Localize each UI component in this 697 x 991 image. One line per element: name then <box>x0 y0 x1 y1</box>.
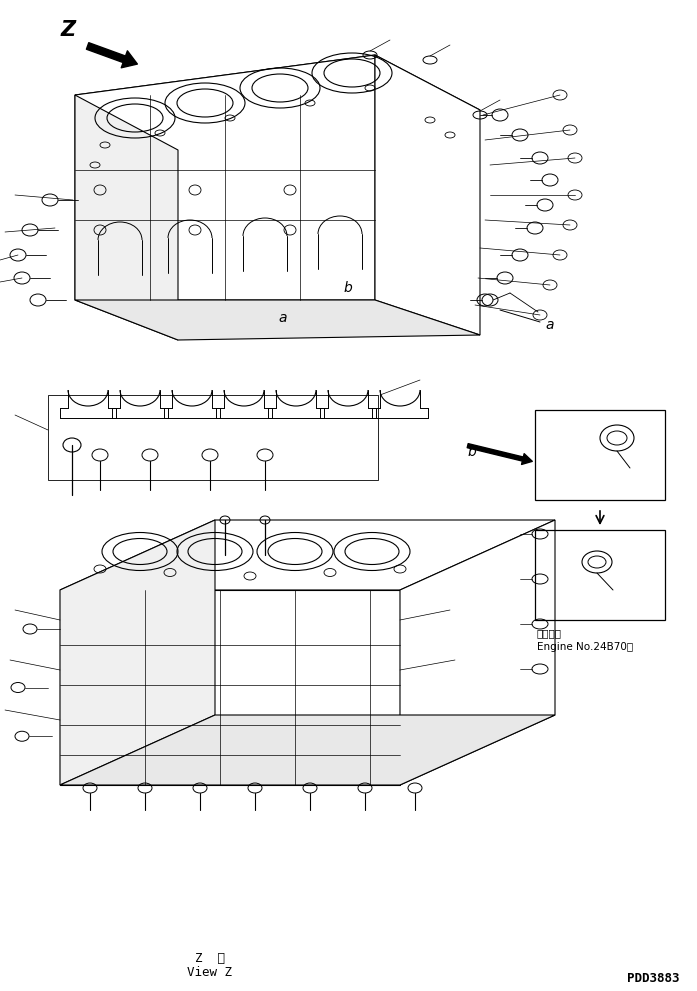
Text: Z  視: Z 視 <box>195 951 225 964</box>
Text: Engine No.24B70～: Engine No.24B70～ <box>537 642 633 652</box>
Polygon shape <box>75 55 375 300</box>
Polygon shape <box>75 55 480 150</box>
Polygon shape <box>75 95 178 340</box>
Text: PDD3883: PDD3883 <box>627 971 680 984</box>
Bar <box>535 530 665 620</box>
Text: a: a <box>545 318 553 332</box>
Polygon shape <box>75 300 480 340</box>
Bar <box>535 410 665 500</box>
Text: a: a <box>279 311 287 325</box>
Polygon shape <box>60 715 555 785</box>
FancyArrowPatch shape <box>86 43 137 67</box>
Bar <box>48 395 378 480</box>
Text: b: b <box>468 445 477 459</box>
Text: 適用号機: 適用号機 <box>537 628 562 638</box>
Text: b: b <box>344 281 353 295</box>
FancyArrowPatch shape <box>467 444 533 465</box>
Text: Z: Z <box>61 20 75 40</box>
Polygon shape <box>60 520 555 590</box>
Polygon shape <box>400 520 555 785</box>
Polygon shape <box>60 590 400 785</box>
Polygon shape <box>375 55 480 335</box>
Text: View Z: View Z <box>187 966 233 979</box>
Polygon shape <box>60 520 215 785</box>
